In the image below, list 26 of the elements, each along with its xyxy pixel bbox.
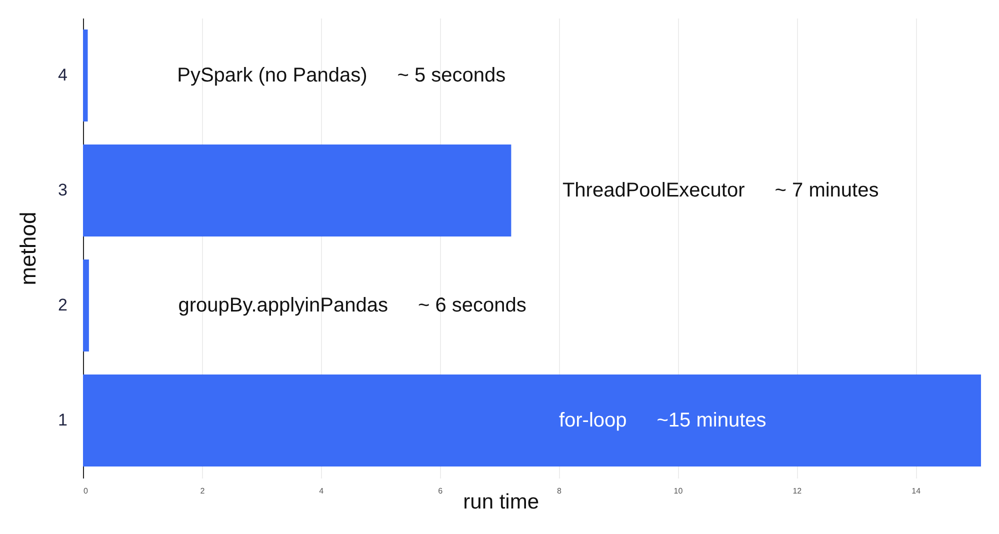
x-tick-label: 14: [912, 486, 922, 496]
x-tick-label: 12: [792, 486, 802, 496]
bar: [83, 144, 512, 236]
annotation: ~15 minutes: [656, 410, 766, 432]
annotation: groupBy.applyinPandas: [178, 294, 388, 316]
annotation: ThreadPoolExecutor: [562, 180, 746, 202]
y-tick-label: 1: [58, 410, 68, 430]
x-axis-title: run time: [463, 490, 539, 514]
y-tick-label: 3: [58, 180, 68, 200]
y-tick-label: 2: [58, 296, 68, 314]
annotation: ~ 5 seconds: [397, 64, 506, 86]
bar: [83, 260, 89, 352]
bar: [83, 30, 88, 122]
annotation: ~ 7 minutes: [774, 180, 879, 202]
annotation: PySpark (no Pandas): [177, 64, 368, 86]
x-tick-label: 0: [84, 486, 88, 496]
x-tick-label: 8: [557, 486, 562, 496]
bar: [83, 374, 981, 466]
y-axis-title: method: [16, 212, 40, 286]
x-tick-label: 2: [200, 486, 206, 496]
annotation: ~ 6 seconds: [418, 294, 526, 316]
x-tick-label: 6: [438, 486, 444, 496]
y-tick-label: 4: [58, 66, 68, 84]
annotation: for-loop: [558, 410, 627, 432]
x-tick-label: 10: [674, 486, 684, 496]
x-tick-label: 4: [319, 486, 324, 496]
